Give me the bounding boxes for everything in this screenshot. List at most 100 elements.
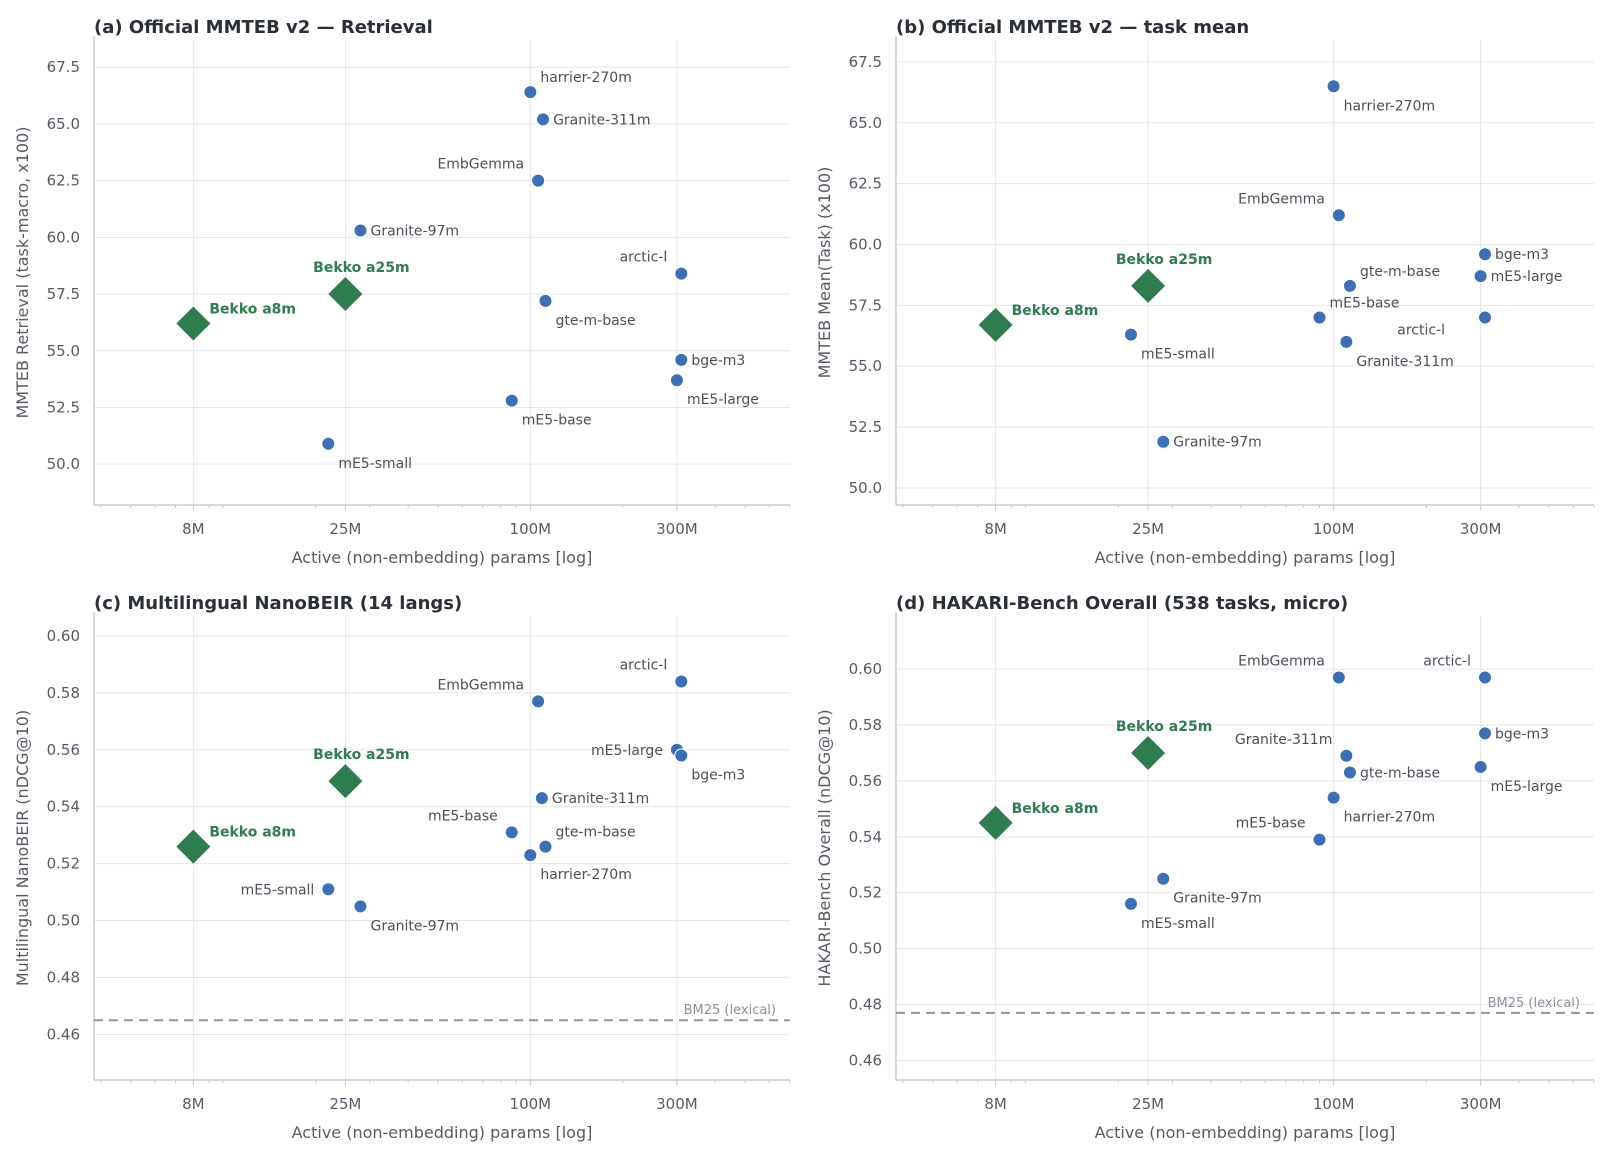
highlight-point-marker xyxy=(1131,735,1166,770)
y-tick-label: 52.5 xyxy=(849,418,882,436)
y-axis-label: Multilingual NanoBEIR (nDCG@10) xyxy=(13,710,32,986)
chart-title: (a) Official MMTEB v2 — Retrieval xyxy=(94,17,433,38)
data-point-marker xyxy=(1478,726,1493,741)
data-point-label: bge-m3 xyxy=(1495,247,1549,263)
data-point-label: Bekko a25m xyxy=(313,260,409,276)
data-point-label: mE5-large xyxy=(1491,269,1563,285)
data-point-marker xyxy=(1123,327,1138,342)
chart-title: (c) Multilingual NanoBEIR (14 langs) xyxy=(94,593,462,614)
y-tick-label: 0.54 xyxy=(849,828,882,846)
data-point-marker xyxy=(1342,278,1357,293)
data-point-label: EmbGemma xyxy=(437,677,524,693)
data-point-label: arctic-l xyxy=(620,250,668,266)
data-point-marker xyxy=(531,694,546,709)
bm25-reference-label: BM25 (lexical) xyxy=(1488,996,1580,1011)
data-point-marker xyxy=(504,825,519,840)
highlight-point-marker xyxy=(328,764,363,799)
data-point-marker xyxy=(1342,765,1357,780)
data-point-label: mE5-base xyxy=(1236,816,1306,832)
y-tick-label: 0.46 xyxy=(47,1025,80,1043)
data-point-label: Granite-311m xyxy=(1235,732,1332,748)
y-tick-label: 0.50 xyxy=(849,940,882,958)
data-point-label: harrier-270m xyxy=(540,867,632,883)
y-tick-label: 0.48 xyxy=(849,996,882,1014)
data-point-label: bge-m3 xyxy=(1495,726,1549,742)
data-point-marker xyxy=(669,373,684,388)
highlight-point-marker xyxy=(176,306,211,341)
data-point-marker xyxy=(538,293,553,308)
data-point-marker xyxy=(538,839,553,854)
data-point-label: harrier-270m xyxy=(1344,98,1436,114)
data-point-marker xyxy=(504,393,519,408)
data-point-label: gte-m-base xyxy=(555,313,635,329)
x-tick-label: 8M xyxy=(984,520,1007,538)
data-point-marker xyxy=(1331,670,1346,685)
chart-panel-2: (c) Multilingual NanoBEIR (14 langs) 0.46… xyxy=(13,593,791,1142)
data-point-marker xyxy=(1326,790,1341,805)
data-point-marker xyxy=(321,436,336,451)
data-point-marker xyxy=(523,85,538,100)
data-point-marker xyxy=(674,352,689,367)
highlight-point-marker xyxy=(176,829,211,864)
x-tick-label: 100M xyxy=(1313,520,1355,538)
x-tick-label: 100M xyxy=(510,520,552,538)
chart-title: (d) HAKARI-Bench Overall (538 tasks, mic… xyxy=(896,593,1348,614)
data-point-marker xyxy=(1312,310,1327,325)
data-point-label: EmbGemma xyxy=(1238,191,1325,207)
y-tick-label: 67.5 xyxy=(849,53,882,71)
data-point-label: Bekko a8m xyxy=(209,825,296,841)
data-point-marker xyxy=(1478,310,1493,325)
data-point-label: gte-m-base xyxy=(1360,264,1440,280)
y-tick-label: 0.58 xyxy=(849,716,882,734)
data-point-label: mE5-base xyxy=(522,413,592,429)
data-point-label: gte-m-base xyxy=(555,825,635,841)
y-tick-label: 0.50 xyxy=(47,912,80,930)
data-point-label: harrier-270m xyxy=(1344,810,1436,826)
data-point-label: mE5-large xyxy=(591,743,663,759)
x-tick-label: 8M xyxy=(984,1095,1007,1113)
data-point-label: mE5-large xyxy=(1491,779,1563,795)
y-tick-label: 55.0 xyxy=(47,342,80,360)
y-tick-label: 52.5 xyxy=(47,398,80,416)
data-point-label: Granite-311m xyxy=(1356,354,1453,370)
data-point-marker xyxy=(321,882,336,897)
x-tick-label: 300M xyxy=(656,520,698,538)
x-tick-label: 8M xyxy=(182,1095,205,1113)
x-axis-label: Active (non-embedding) params [log] xyxy=(292,548,593,567)
data-point-label: Bekko a25m xyxy=(313,747,409,763)
y-axis-label: MMTEB Retrieval (task-macro, x100) xyxy=(13,126,32,418)
data-point-label: mE5-base xyxy=(1330,296,1400,312)
x-tick-label: 100M xyxy=(510,1095,552,1113)
y-tick-label: 67.5 xyxy=(47,58,80,76)
y-tick-label: 60.0 xyxy=(849,236,882,254)
data-point-marker xyxy=(1478,670,1493,685)
data-point-label: mE5-large xyxy=(687,392,759,408)
data-point-label: mE5-small xyxy=(1141,347,1215,363)
data-point-label: Granite-311m xyxy=(552,791,649,807)
data-point-marker xyxy=(536,112,551,127)
y-tick-label: 0.48 xyxy=(47,969,80,987)
data-point-marker xyxy=(1473,759,1488,774)
y-tick-label: 50.0 xyxy=(849,479,882,497)
y-axis-label: HAKARI-Bench Overall (nDCG@10) xyxy=(815,709,834,986)
data-point-marker xyxy=(534,791,549,806)
data-point-label: Bekko a25m xyxy=(1116,252,1212,268)
data-point-marker xyxy=(353,223,368,238)
data-point-label: bge-m3 xyxy=(691,767,745,783)
data-point-label: mE5-small xyxy=(338,456,412,472)
y-tick-label: 65.0 xyxy=(47,115,80,133)
data-point-label: EmbGemma xyxy=(1238,653,1325,669)
y-tick-label: 0.46 xyxy=(849,1051,882,1069)
y-tick-label: 55.0 xyxy=(849,357,882,375)
x-axis-label: Active (non-embedding) params [log] xyxy=(1095,548,1396,567)
highlight-point-marker xyxy=(978,805,1013,840)
y-tick-label: 62.5 xyxy=(849,175,882,193)
y-tick-label: 0.56 xyxy=(47,741,80,759)
data-point-label: mE5-base xyxy=(428,808,498,824)
x-tick-label: 25M xyxy=(329,520,361,538)
data-point-marker xyxy=(1339,748,1354,763)
data-point-label: gte-m-base xyxy=(1360,766,1440,782)
y-tick-label: 57.5 xyxy=(849,296,882,314)
chart-panel-1: (b) Official MMTEB v2 — task mean 50.0 52.… xyxy=(815,17,1595,567)
data-point-label: Granite-97m xyxy=(1173,435,1262,451)
